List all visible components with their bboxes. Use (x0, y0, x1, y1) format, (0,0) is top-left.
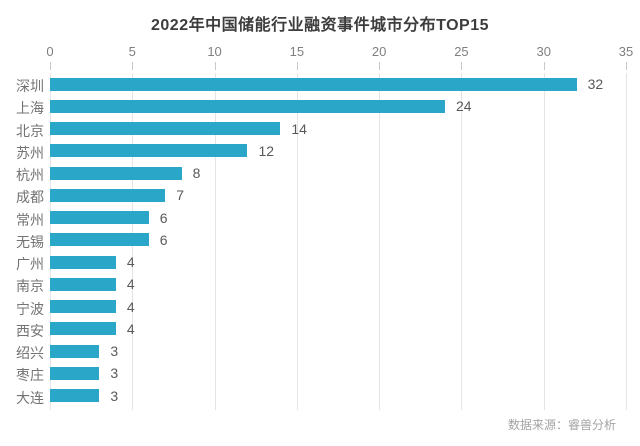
bar-row: 西安 4 (0, 318, 640, 340)
x-axis-tick (461, 62, 463, 70)
bar-value-label: 7 (176, 187, 184, 204)
bar-category-label: 南京 (16, 278, 44, 295)
bar (50, 166, 182, 180)
bar (50, 211, 149, 225)
bar-category-label: 苏州 (16, 144, 44, 161)
x-axis-label: 30 (536, 44, 551, 59)
bar-category-label: 上海 (16, 100, 44, 117)
bar-value-label: 6 (159, 209, 168, 226)
bar-category-label: 深圳 (16, 78, 44, 95)
bar-row: 宁波 4 (0, 296, 640, 318)
bar-category-label: 杭州 (16, 167, 44, 184)
bar (50, 122, 281, 136)
bar (50, 300, 116, 314)
bar-value-label: 12 (258, 142, 275, 159)
bar-value-label: 6 (159, 231, 168, 248)
x-axis-tick (50, 62, 51, 70)
bar-category-label: 无锡 (16, 233, 44, 250)
bar-row: 广州 4 (0, 251, 640, 273)
bar (50, 366, 100, 380)
bar (50, 77, 577, 91)
x-axis-label: 20 (371, 44, 387, 59)
x-axis-tick (626, 62, 627, 70)
bar-row: 北京 14 (0, 118, 640, 140)
x-axis-tick (543, 62, 545, 70)
gridline (543, 73, 545, 410)
bar (50, 99, 445, 113)
bar (50, 322, 116, 336)
bar-category-label: 成都 (16, 189, 44, 206)
bar-value-label: 3 (110, 365, 119, 382)
x-axis-tick (214, 62, 216, 70)
bar-category-label: 宁波 (16, 300, 44, 317)
bar-row: 杭州 8 (0, 162, 640, 184)
bar-value-label: 14 (291, 120, 307, 137)
bar-value-label: 4 (126, 298, 135, 315)
bar-category-label: 大连 (16, 389, 44, 406)
bar (50, 144, 248, 158)
bar (50, 233, 149, 247)
bar-category-label: 北京 (16, 122, 44, 139)
x-axis-label: 35 (618, 44, 634, 59)
x-axis-label: 5 (128, 44, 136, 59)
x-axis-tick (379, 62, 381, 70)
x-axis-label: 10 (207, 44, 222, 59)
bar-category-label: 绍兴 (16, 345, 44, 362)
bar-row: 苏州 12 (0, 140, 640, 162)
bar-value-label: 4 (126, 276, 135, 293)
x-axis-label: 15 (289, 44, 305, 59)
bar-row: 深圳 32 (0, 73, 640, 95)
bar-category-label: 枣庄 (16, 367, 44, 384)
gridline (214, 73, 216, 410)
bar (50, 344, 100, 358)
data-source-note: 数据来源：睿兽分析 (507, 418, 616, 432)
x-axis-tick (132, 62, 134, 70)
bar-value-label: 3 (110, 387, 119, 404)
bar (50, 255, 116, 269)
bar (50, 277, 116, 291)
bar-row: 常州 6 (0, 207, 640, 229)
bar-row: 成都 7 (0, 184, 640, 206)
bar-category-label: 广州 (16, 256, 44, 273)
bar-row: 绍兴 3 (0, 340, 640, 362)
gridline (379, 73, 381, 410)
bar-category-label: 常州 (16, 211, 44, 228)
gridline (626, 73, 627, 410)
x-axis-label: 25 (454, 44, 469, 59)
gridline (296, 73, 298, 410)
bar-row: 上海 24 (0, 95, 640, 117)
bar-row: 无锡 6 (0, 229, 640, 251)
x-axis-tick (296, 62, 298, 70)
bar-value-label: 4 (126, 254, 135, 271)
bar-value-label: 3 (110, 343, 119, 360)
x-axis-label: 0 (46, 44, 54, 59)
bar (50, 389, 100, 403)
bar-row: 南京 4 (0, 273, 640, 295)
bar-row: 大连 3 (0, 385, 640, 407)
gridline (461, 73, 463, 410)
bar-value-label: 4 (126, 320, 135, 337)
bar (50, 188, 166, 202)
bar-row: 枣庄 3 (0, 362, 640, 384)
bar-value-label: 24 (455, 98, 472, 115)
bar-category-label: 西安 (16, 322, 44, 339)
bar-value-label: 32 (587, 76, 604, 93)
bar-value-label: 8 (192, 165, 201, 182)
chart-title: 2022年中国储能行业融资事件城市分布TOP15 (151, 17, 489, 34)
